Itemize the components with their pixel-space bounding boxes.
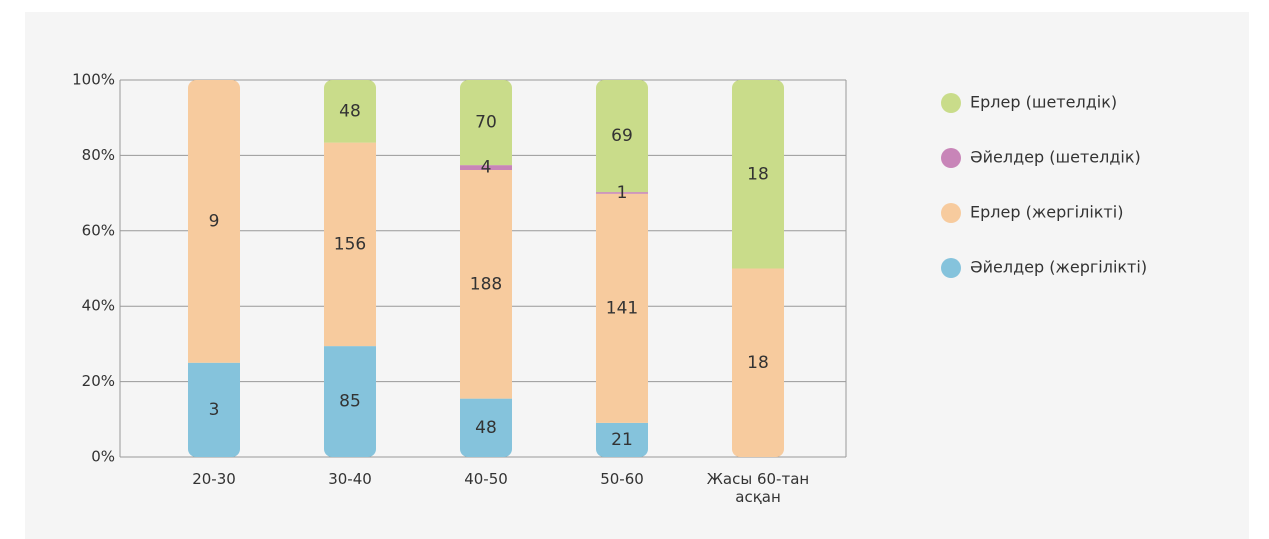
bar-segment xyxy=(188,80,240,363)
x-tick-label: 40-50 xyxy=(464,470,508,488)
data-label: 156 xyxy=(334,234,366,254)
bar-segment xyxy=(324,80,376,143)
bar-group xyxy=(732,80,784,457)
bar-segment xyxy=(596,193,648,423)
bar-segment xyxy=(596,422,648,457)
y-tick-label: 40% xyxy=(82,297,115,315)
data-label: 70 xyxy=(475,113,497,133)
x-tick-label: 20-30 xyxy=(192,470,236,488)
bar-segment xyxy=(460,169,512,399)
bar-segment xyxy=(732,80,784,269)
data-label: 18 xyxy=(747,164,769,184)
data-label: 69 xyxy=(611,126,633,146)
legend-swatch xyxy=(941,203,961,223)
legend-label: Әйелдер (шетелдік) xyxy=(970,148,1141,167)
y-tick-label: 80% xyxy=(82,146,115,164)
x-tick-label: 30-40 xyxy=(328,470,372,488)
bar-group xyxy=(188,80,240,457)
legend-swatch xyxy=(941,93,961,113)
data-label: 85 xyxy=(339,392,361,412)
bar-group xyxy=(460,80,512,457)
y-tick-label: 60% xyxy=(82,221,115,239)
bar-segment xyxy=(460,80,512,166)
data-label: 18 xyxy=(747,353,769,373)
legend-swatch xyxy=(941,148,961,168)
data-label: 188 xyxy=(470,274,502,294)
y-tick-label: 100% xyxy=(72,71,115,89)
bar-segment xyxy=(732,268,784,457)
bar-group xyxy=(324,80,376,457)
bar-segment xyxy=(596,80,648,193)
bar-segment xyxy=(188,362,240,457)
bar-segment xyxy=(324,346,376,457)
data-label: 21 xyxy=(611,430,633,450)
data-label: 9 xyxy=(209,211,220,231)
x-tick-label: 50-60 xyxy=(600,470,644,488)
y-tick-label: 20% xyxy=(82,372,115,390)
data-label: 1 xyxy=(617,183,628,203)
bar-segment xyxy=(596,192,648,194)
bar-segment xyxy=(324,142,376,347)
data-label: 4 xyxy=(481,158,492,178)
data-label: 48 xyxy=(475,418,497,438)
legend-swatch xyxy=(941,258,961,278)
legend-label: Ерлер (жергілікті) xyxy=(970,203,1123,222)
bar-group xyxy=(596,80,648,457)
legend-label: Әйелдер (жергілікті) xyxy=(970,258,1147,277)
x-tick-label: Жасы 60-тан асқан xyxy=(706,470,810,506)
data-label: 141 xyxy=(606,298,638,318)
data-label: 48 xyxy=(339,101,361,121)
y-tick-label: 0% xyxy=(91,448,115,466)
bar-segment xyxy=(460,398,512,457)
legend-label: Ерлер (шетелдік) xyxy=(970,93,1117,112)
bar-segment xyxy=(460,165,512,170)
data-label: 3 xyxy=(209,400,220,420)
